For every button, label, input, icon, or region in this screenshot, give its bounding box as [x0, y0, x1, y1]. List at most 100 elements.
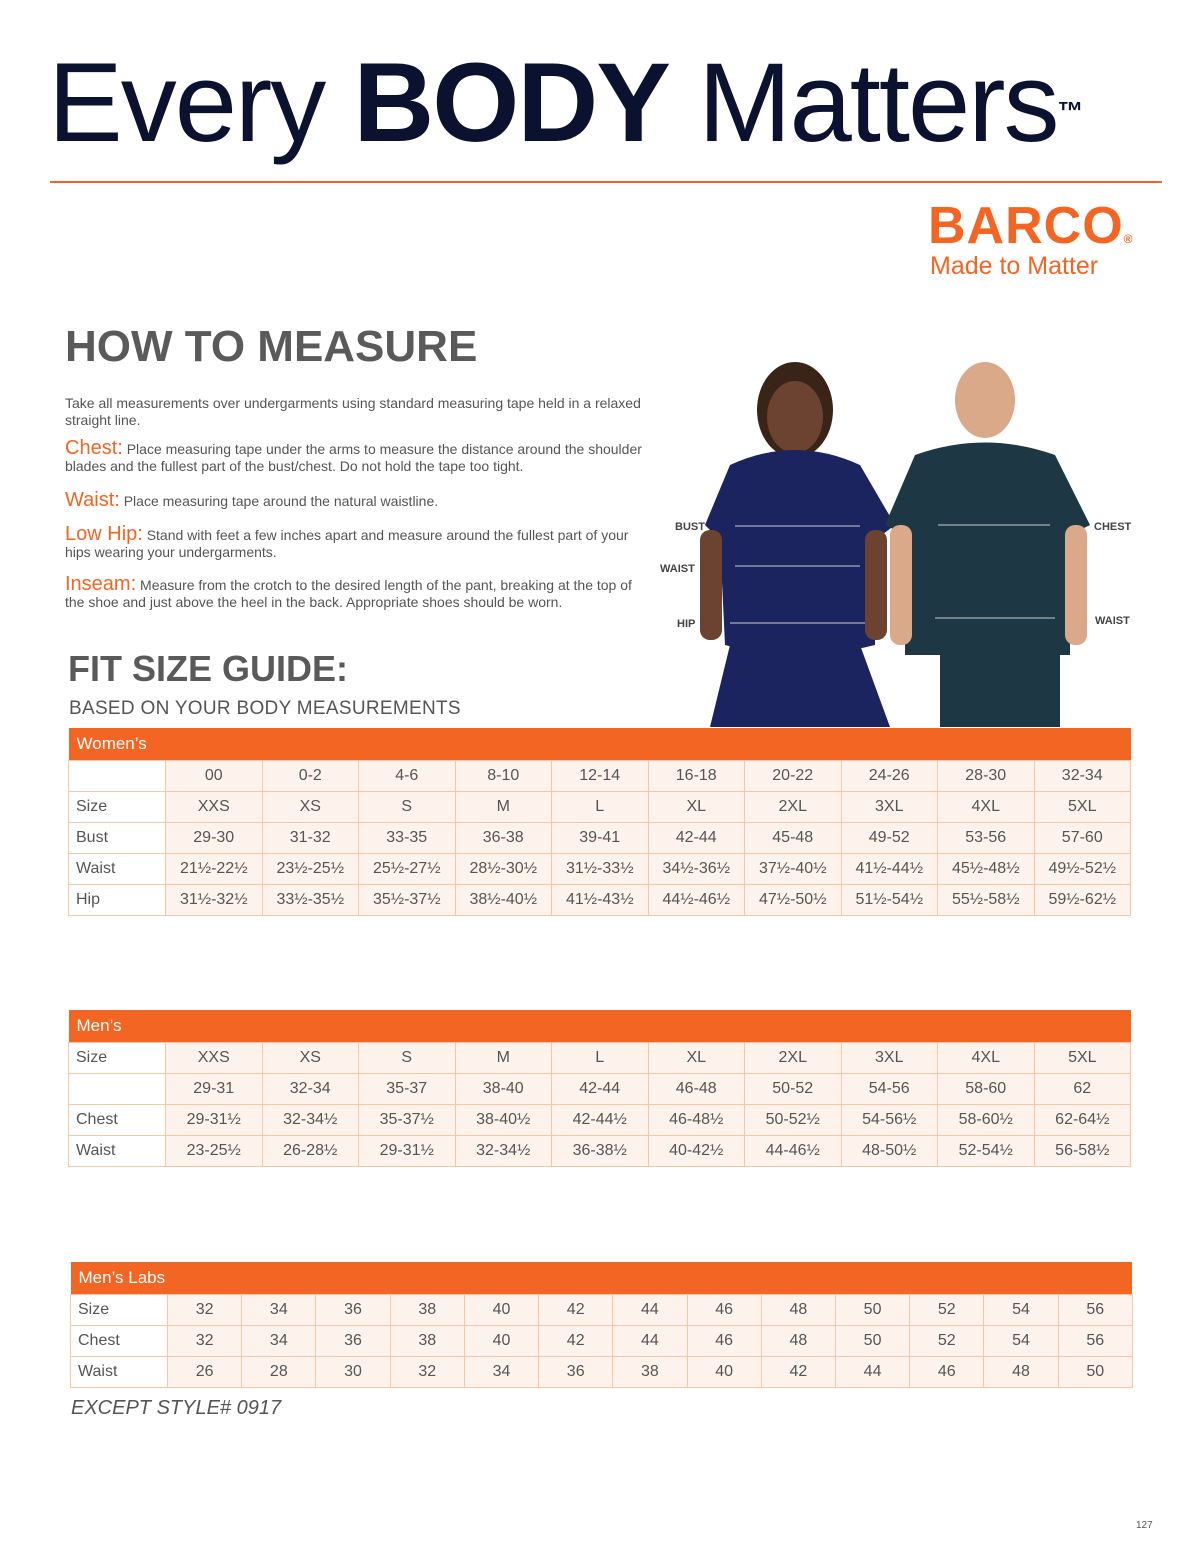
row-label: Chest [70, 1325, 168, 1357]
table-title: Men’s [68, 1010, 1131, 1043]
note: EXCEPT STYLE# 0917 [71, 1397, 282, 1419]
cell: 32 [389, 1356, 465, 1388]
description: Measure from the crotch to the desired l… [65, 577, 632, 610]
heading: HOW TO MEASURE [65, 322, 478, 371]
cell: 30 [315, 1356, 391, 1388]
brand-name: BARCO [928, 197, 1124, 255]
cell: 28-30 [937, 760, 1035, 792]
row-label [68, 760, 166, 792]
figure-label: WAIST [660, 563, 695, 575]
cell: 32-34½ [454, 1135, 552, 1167]
cell: 40 [686, 1356, 762, 1388]
cell: 36-38 [454, 822, 552, 854]
cell: 44-46½ [744, 1135, 842, 1167]
cell: S [358, 1042, 456, 1074]
cell: XXS [165, 791, 263, 823]
cell: 58-60½ [937, 1104, 1035, 1136]
cell: 35-37 [358, 1073, 456, 1105]
subheading: BASED ON YOUR BODY MEASUREMENTS [69, 698, 461, 719]
cell: 44½-46½ [647, 884, 745, 916]
cell: 34 [463, 1356, 540, 1388]
cell: 37½-40½ [744, 853, 842, 885]
cell: 26-28½ [261, 1135, 359, 1167]
term: Chest: [65, 437, 123, 459]
intro: Take all measurements over undergarments… [65, 395, 641, 428]
cell: 51½-54½ [840, 884, 938, 916]
cell: 4-6 [358, 760, 456, 792]
cell: 62-64½ [1033, 1104, 1132, 1136]
table-header: Women’s [68, 728, 1131, 761]
row-label: Waist [68, 853, 166, 885]
term: Inseam: [65, 573, 137, 595]
cell: 00 [165, 760, 263, 792]
cell: XL [647, 1042, 745, 1074]
table-header: Men’s [68, 1010, 1131, 1043]
row-label: Chest [68, 1104, 166, 1136]
cell: 2XL [744, 791, 842, 823]
trademark: ™ [1057, 96, 1084, 126]
cell: 46-48 [647, 1073, 745, 1105]
table-row: Chest 29-31½ 32-34½ 35-37½ 38-40½ 42-44½ 46-48… [68, 1104, 1132, 1136]
cell: 34 [241, 1325, 317, 1357]
cell: 38 [612, 1356, 688, 1388]
row-label [68, 1073, 166, 1105]
cell: 52 [909, 1325, 985, 1357]
title: Every BODY Matters™ [48, 38, 1084, 168]
cell: 41½-44½ [840, 853, 938, 885]
cell: 50 [1057, 1356, 1133, 1388]
cell: 23-25½ [165, 1135, 263, 1167]
cell: XS [261, 791, 359, 823]
cell: 32 [166, 1325, 243, 1357]
cell: 38-40 [454, 1073, 552, 1105]
cell: 36 [315, 1294, 391, 1326]
page-number: 127 [1136, 1520, 1153, 1531]
cell: 54 [983, 1294, 1059, 1326]
cell: 48 [983, 1356, 1059, 1388]
cell: 24-26 [840, 760, 938, 792]
cell: 34 [241, 1294, 317, 1326]
cell: 54-56½ [840, 1104, 938, 1136]
cell: 3XL [840, 1042, 938, 1074]
table-row: Size 32 34 36 38 40 42 44 46 48 50 52 54 56 [70, 1294, 1133, 1326]
cell: 33½-35½ [261, 884, 359, 916]
cell: 58-60 [937, 1073, 1035, 1105]
cell: 42 [760, 1356, 836, 1388]
cell: 40 [463, 1294, 540, 1326]
cell: 5XL [1033, 1042, 1132, 1074]
cell: 3XL [840, 791, 938, 823]
cell: 50-52 [744, 1073, 842, 1105]
cell: 32 [166, 1294, 243, 1326]
description: Place measuring tape around the natural … [123, 493, 439, 509]
cell: 44 [612, 1325, 688, 1357]
cell: 28 [241, 1356, 317, 1388]
cell: 25½-27½ [358, 853, 456, 885]
cell: 32-34 [261, 1073, 359, 1105]
cell: 36 [538, 1356, 614, 1388]
cell: 34½-36½ [647, 853, 745, 885]
cell: 29-31½ [165, 1104, 263, 1136]
cell: 55½-58½ [937, 884, 1035, 916]
cell: 12-14 [551, 760, 649, 792]
cell: 31½-32½ [165, 884, 263, 916]
row-label: Size [68, 1042, 166, 1074]
cell: 35-37½ [358, 1104, 456, 1136]
row-label: Hip [68, 884, 166, 916]
measure-item: Inseam: Measure from the crotch to the d… [65, 573, 650, 611]
cell: 42-44 [551, 1073, 649, 1105]
cell: 40-42½ [647, 1135, 745, 1167]
tagline: Made to Matter [930, 252, 1099, 280]
table-title: Men’s Labs [70, 1262, 1133, 1295]
row-label: Bust [68, 822, 166, 854]
cell: 54-56 [840, 1073, 938, 1105]
cell: 46-48½ [647, 1104, 745, 1136]
cell: 48-50½ [840, 1135, 938, 1167]
models-illustration [700, 362, 1090, 727]
title-word: Every [48, 40, 326, 165]
cell: 53-56 [937, 822, 1035, 854]
cell: 42-44 [647, 822, 745, 854]
table-row: Waist 21½-22½ 23½-25½ 25½-27½ 28½-30½ 31½-33½… [68, 853, 1132, 885]
cell: 56-58½ [1033, 1135, 1132, 1167]
cell: 44 [834, 1356, 911, 1388]
cell: 46 [909, 1356, 985, 1388]
table-row: Hip 31½-32½ 33½-35½ 35½-37½ 38½-40½ 41½-43½ 44… [68, 884, 1132, 916]
